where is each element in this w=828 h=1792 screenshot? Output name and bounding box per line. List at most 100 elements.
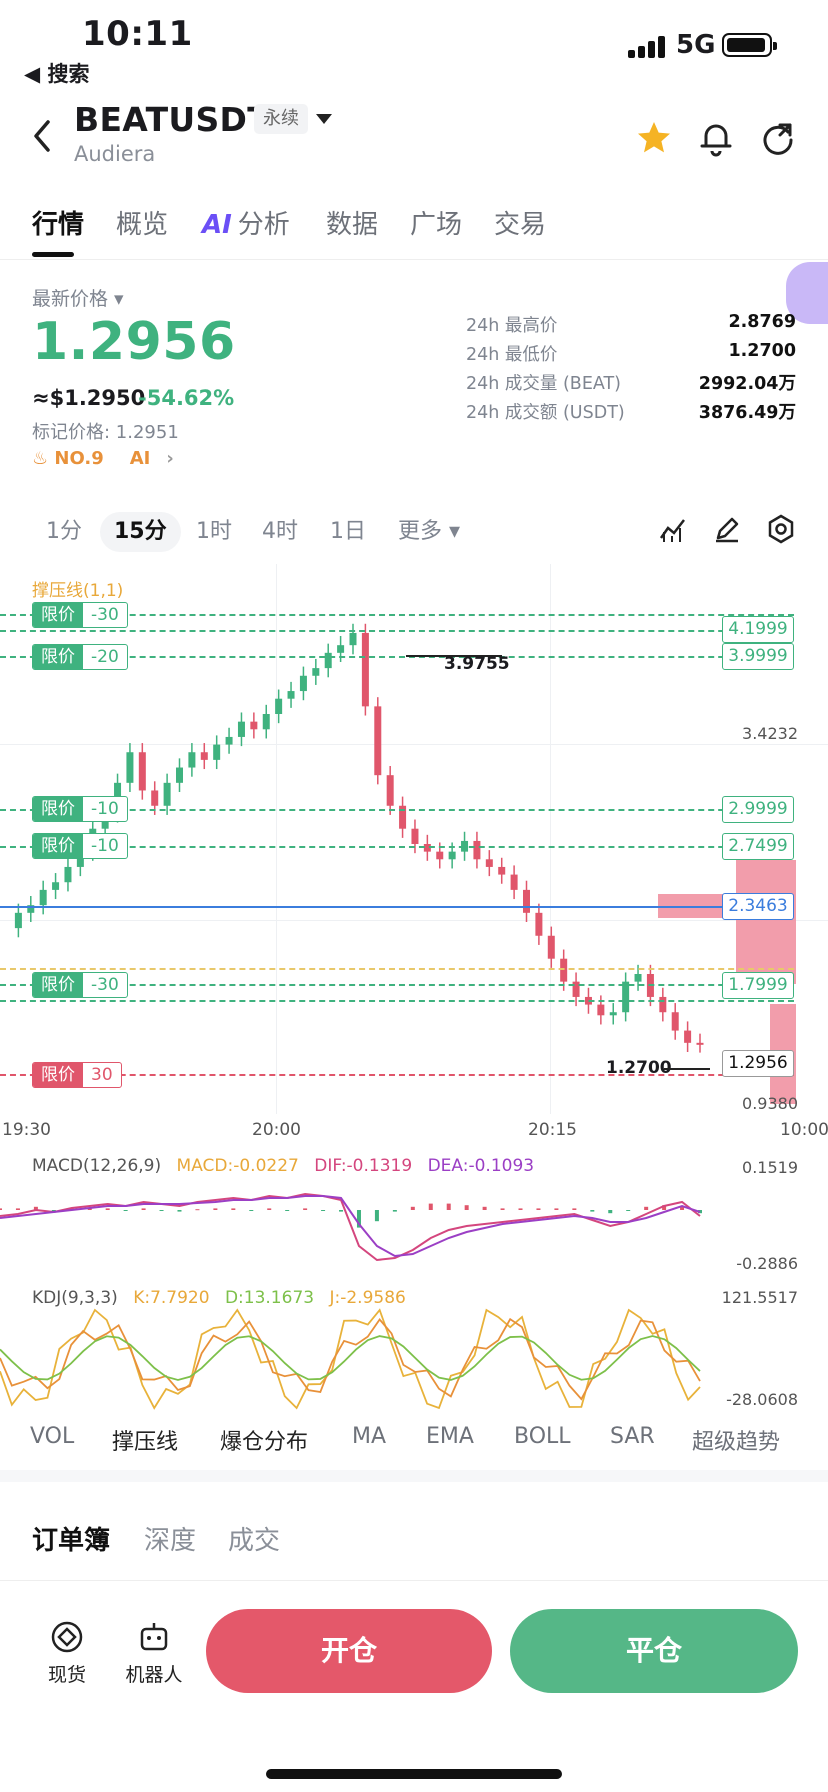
- macd-histogram-bar: [33, 1206, 38, 1210]
- macd-line: [0, 1195, 701, 1258]
- candle-body: [200, 752, 208, 760]
- bot-button[interactable]: 机器人: [124, 1619, 184, 1687]
- limit-order-tag[interactable]: 限价 -30: [32, 972, 128, 998]
- order-level-line: [0, 984, 794, 986]
- tab-market[interactable]: 行情: [32, 210, 85, 240]
- macd-histogram-bar: [500, 1208, 505, 1210]
- network-type: 5G: [676, 30, 716, 60]
- latest-price-label[interactable]: 最新价格 ▾: [32, 288, 124, 310]
- spot-button[interactable]: 现货: [44, 1619, 90, 1687]
- macd-histogram-bar: [15, 1208, 20, 1210]
- limit-order-tag[interactable]: 限价 30: [32, 1062, 122, 1088]
- macd-min: -0.2886: [736, 1254, 798, 1273]
- interval-4h[interactable]: 4时: [262, 519, 298, 544]
- support-resistance-label: 撑压线(1,1): [32, 581, 124, 601]
- candle-body: [52, 882, 60, 890]
- indicator-icon[interactable]: [658, 514, 688, 544]
- kdj-line: [0, 1317, 701, 1401]
- candle-body: [547, 935, 555, 959]
- macd-histogram-bar: [303, 1208, 308, 1210]
- limit-order-tag[interactable]: 限价 -10: [32, 833, 128, 859]
- kdj-svg: [0, 1308, 701, 1410]
- main-tabs: 行情 概览 AI 分析 数据 广场 交易: [0, 196, 828, 260]
- time-axis-label: 20:15: [528, 1120, 577, 1140]
- order-level-line: [0, 656, 794, 658]
- macd-histogram-bar: [410, 1206, 415, 1210]
- ind-tab-boll[interactable]: BOLL: [514, 1424, 571, 1449]
- back-arrow-icon[interactable]: [28, 116, 58, 156]
- price-change-percent: -54.62%: [138, 386, 235, 410]
- ind-tab-ema[interactable]: EMA: [426, 1424, 474, 1449]
- ind-tab-vol[interactable]: VOL: [30, 1424, 75, 1449]
- ind-tab-sar[interactable]: SAR: [610, 1424, 655, 1449]
- ind-tab-supertrend[interactable]: 超级趋势: [692, 1430, 781, 1455]
- bottom-action-bar: 现货 机器人 开仓 平仓: [0, 1580, 828, 1792]
- ind-tab-sr[interactable]: 撑压线: [112, 1430, 179, 1455]
- limit-order-tag[interactable]: 限价 -30: [32, 602, 128, 628]
- chart-settings-icon[interactable]: [766, 514, 796, 544]
- candle-body: [411, 828, 419, 844]
- tab-depth[interactable]: 深度: [144, 1526, 197, 1556]
- macd-histogram-bar: [662, 1205, 667, 1210]
- order-level-line: [0, 1000, 794, 1002]
- tab-square[interactable]: 广场: [410, 210, 463, 240]
- ind-tab-liquidation[interactable]: 爆仓分布: [220, 1430, 309, 1455]
- floating-assistant-button[interactable]: [786, 262, 828, 324]
- hot-rank[interactable]: ♨ NO.9 AI ›: [32, 448, 174, 469]
- robot-icon: [140, 1623, 168, 1651]
- close-position-button[interactable]: 平仓: [510, 1609, 798, 1693]
- interval-more[interactable]: 更多 ▾: [398, 519, 461, 544]
- back-to-search-link[interactable]: ◀ 搜索: [24, 62, 90, 86]
- pair-dropdown-icon[interactable]: [316, 114, 332, 124]
- tab-analysis[interactable]: AI 分析: [202, 204, 290, 241]
- tab-data[interactable]: 数据: [326, 210, 379, 240]
- battery-icon: [722, 33, 777, 57]
- kdj-panel: KDJ(9,3,3) K:7.7920 D:13.1673 J:-2.9586 …: [0, 1286, 828, 1416]
- macd-histogram-bar: [285, 1210, 290, 1211]
- kdj-line: [0, 1308, 701, 1410]
- candle-body: [436, 851, 444, 860]
- interval-15m[interactable]: 15分: [100, 512, 181, 552]
- pair-symbol[interactable]: BEATUSDT: [74, 100, 271, 139]
- interval-1d[interactable]: 1日: [330, 519, 366, 544]
- tab-trade[interactable]: 交易: [494, 210, 547, 240]
- candle-body: [485, 859, 493, 867]
- macd-histogram-bar: [608, 1210, 613, 1214]
- macd-histogram-bar: [554, 1208, 559, 1210]
- order-level-line: [0, 614, 794, 616]
- macd-histogram-bar: [123, 1210, 128, 1211]
- bell-icon[interactable]: [696, 118, 736, 158]
- interval-1m[interactable]: 1分: [46, 519, 82, 544]
- candle-body: [126, 752, 134, 783]
- draw-pencil-icon[interactable]: [712, 514, 742, 544]
- kdj-legend: KDJ(9,3,3) K:7.7920 D:13.1673 J:-2.9586: [32, 1288, 406, 1308]
- bot-label: 机器人: [125, 1664, 183, 1686]
- candle-body: [349, 632, 357, 646]
- interval-1h[interactable]: 1时: [196, 519, 232, 544]
- star-icon[interactable]: [634, 118, 674, 158]
- macd-histogram-bar: [195, 1209, 200, 1211]
- current-price-line: [0, 906, 794, 908]
- macd-histogram-bar: [51, 1210, 56, 1211]
- candle-body: [299, 675, 307, 692]
- candle-body: [671, 1012, 679, 1031]
- macd-histogram-bar: [572, 1208, 577, 1210]
- macd-histogram-bar: [213, 1208, 218, 1210]
- macd-histogram-bar: [392, 1210, 397, 1212]
- ind-tab-ma[interactable]: MA: [352, 1424, 387, 1449]
- candle-body: [312, 668, 320, 676]
- ai-icon: AI: [202, 210, 232, 240]
- limit-order-tag[interactable]: 限价 -10: [32, 796, 128, 822]
- macd-max: 0.1519: [742, 1158, 798, 1177]
- share-icon[interactable]: [758, 118, 798, 158]
- open-position-button[interactable]: 开仓: [206, 1609, 492, 1693]
- limit-order-tag[interactable]: 限价 -20: [32, 644, 128, 670]
- tab-orderbook[interactable]: 订单簿: [32, 1526, 111, 1556]
- order-level-line: [0, 846, 794, 848]
- pair-subtitle: Audiera: [74, 142, 156, 166]
- price-axis-label: 3.4232: [742, 724, 798, 743]
- candlestick-chart[interactable]: 撑压线(1,1) 限价 -30 限价 -20 限价 -10 限价 -10 限价 -30 限…: [0, 564, 828, 1140]
- macd-histogram-bar: [446, 1203, 451, 1210]
- tab-trades[interactable]: 成交: [228, 1526, 281, 1556]
- tab-overview[interactable]: 概览: [116, 210, 169, 240]
